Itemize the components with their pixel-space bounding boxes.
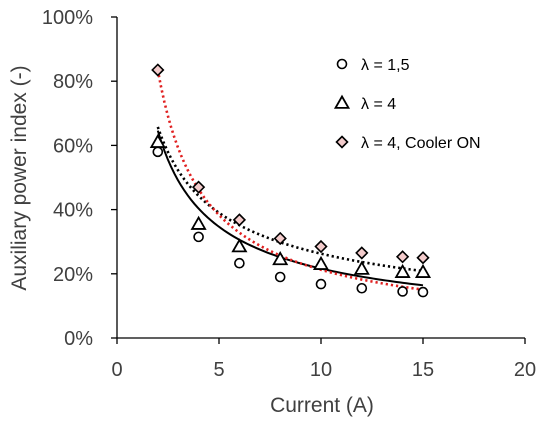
legend-label-series-3: λ = 4, Cooler ON bbox=[361, 135, 481, 152]
y-tick-label: 100% bbox=[42, 7, 93, 29]
trendlines-layer bbox=[156, 69, 424, 291]
x-tick-label: 0 bbox=[111, 359, 122, 381]
data-point-series-3 bbox=[151, 63, 165, 77]
data-point-series-2 bbox=[353, 260, 370, 275]
y-axis-title: Auxiliary power index (-) bbox=[8, 65, 31, 290]
data-point-series-3 bbox=[191, 180, 206, 194]
data-point-series-3 bbox=[273, 231, 287, 246]
data-point-series-2 bbox=[231, 238, 248, 253]
y-tick-label: 60% bbox=[53, 135, 93, 157]
data-point-series-1 bbox=[152, 146, 164, 158]
data-point-series-3 bbox=[232, 213, 247, 227]
y-tick-label: 20% bbox=[53, 264, 93, 286]
data-point-series-3 bbox=[395, 250, 410, 264]
trendline-series-2 bbox=[156, 126, 424, 273]
data-point-series-1 bbox=[315, 278, 327, 290]
x-axis-title: Current (A) bbox=[270, 394, 374, 417]
data-point-series-1 bbox=[417, 286, 429, 298]
legend-label-series-2: λ = 4 bbox=[361, 96, 396, 113]
data-point-series-2 bbox=[190, 215, 207, 230]
data-point-series-2 bbox=[414, 263, 432, 278]
data-point-series-2 bbox=[149, 133, 166, 148]
axes-layer: 0% 20% 40% 60% 80% 100% 0 5 10 15 20 bbox=[42, 7, 536, 381]
legend: λ = 1,5 λ = 4 λ = 4, Cooler ON bbox=[333, 57, 481, 152]
data-point-series-2 bbox=[272, 251, 289, 266]
trendline-series-1 bbox=[156, 130, 424, 287]
data-point-series-3 bbox=[416, 251, 430, 265]
data-point-series-2 bbox=[312, 255, 330, 270]
data-point-series-1 bbox=[193, 231, 204, 243]
y-tick-label: 0% bbox=[64, 328, 93, 350]
markers-layer bbox=[149, 63, 432, 298]
data-point-series-1 bbox=[397, 286, 408, 297]
data-point-series-2 bbox=[394, 263, 411, 278]
data-point-series-1 bbox=[234, 257, 245, 269]
legend-label-series-1: λ = 1,5 bbox=[361, 57, 410, 74]
data-point-series-3 bbox=[355, 246, 369, 260]
trendline-series-3 bbox=[156, 69, 424, 291]
x-tick-label: 10 bbox=[310, 359, 332, 381]
x-tick-label: 15 bbox=[412, 359, 434, 381]
data-point-series-1 bbox=[356, 282, 368, 294]
y-tick-label: 80% bbox=[53, 71, 93, 93]
data-point-series-3 bbox=[314, 239, 328, 254]
y-tick-label: 40% bbox=[53, 200, 93, 222]
x-tick-label: 5 bbox=[213, 359, 224, 381]
legend-marker-series-3 bbox=[335, 135, 349, 149]
legend-marker-series-1 bbox=[336, 58, 348, 70]
data-point-series-1 bbox=[274, 271, 286, 283]
legend-marker-series-2 bbox=[333, 94, 351, 109]
x-tick-label: 20 bbox=[514, 359, 536, 381]
